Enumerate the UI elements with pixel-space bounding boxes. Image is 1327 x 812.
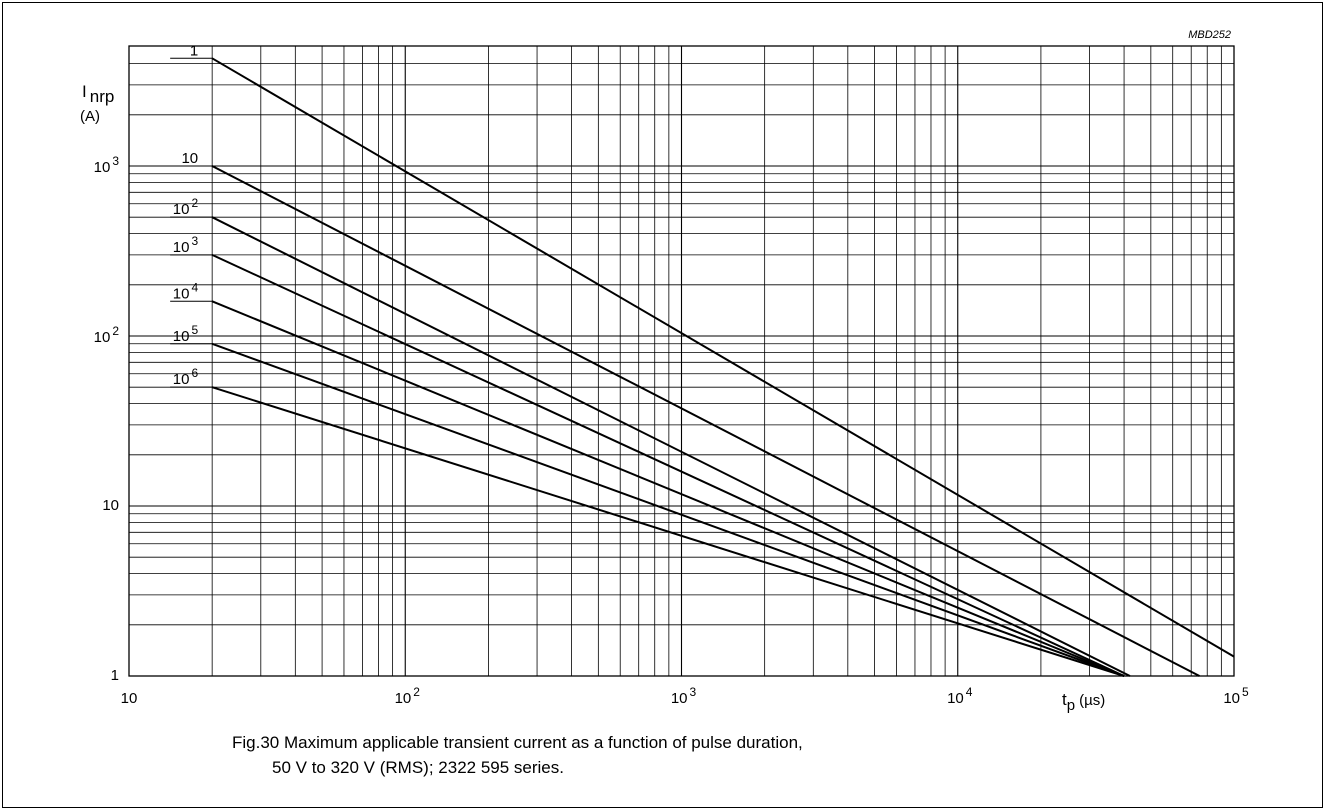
y-tick-label: 10 3 xyxy=(94,154,120,176)
series-label: 1 xyxy=(190,42,198,59)
series-line xyxy=(211,253,1125,677)
figure-code: MBD252 xyxy=(1188,29,1231,41)
y-axis-unit: (A) xyxy=(80,108,100,125)
series-label: 10 6 xyxy=(173,366,199,388)
x-tick-label: 10 3 xyxy=(671,685,697,707)
series-line xyxy=(211,165,1200,677)
series-label: 10 2 xyxy=(173,196,199,218)
series-label: 10 4 xyxy=(173,280,199,302)
series-label: 10 xyxy=(181,150,198,167)
series-label: 10 3 xyxy=(173,234,199,256)
y-tick-label: 1 xyxy=(111,667,119,684)
series-line xyxy=(211,216,1131,677)
series-line xyxy=(211,57,1235,658)
caption-line-2: 50 V to 320 V (RMS); 2322 595 series. xyxy=(272,758,564,777)
x-axis-label: tp (µs) xyxy=(1062,690,1105,714)
x-tick-label: 10 xyxy=(121,690,138,707)
x-tick-label: 10 5 xyxy=(1223,685,1249,707)
figure-caption: Fig.30 Maximum applicable transient curr… xyxy=(232,730,803,780)
y-tick-label: 10 2 xyxy=(94,324,120,346)
series-line xyxy=(211,300,1125,677)
series-line xyxy=(211,342,1125,677)
series-label: 10 5 xyxy=(173,323,199,345)
y-tick-label: 10 xyxy=(102,497,119,514)
series-line xyxy=(211,386,1125,677)
x-tick-label: 10 4 xyxy=(947,685,973,707)
caption-line-1: Fig.30 Maximum applicable transient curr… xyxy=(232,733,803,752)
x-tick-label: 10 2 xyxy=(395,685,421,707)
